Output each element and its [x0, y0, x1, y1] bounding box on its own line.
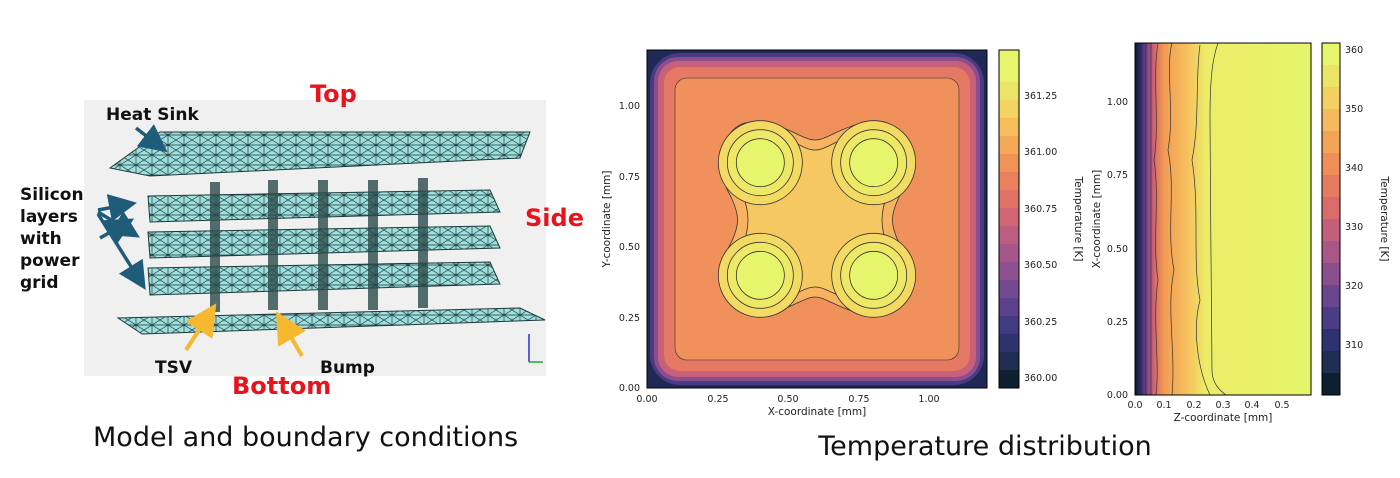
xy-y-axis-title: Y-coordinate [mm] — [601, 171, 613, 269]
axis-triad-icon — [528, 334, 543, 363]
tsv-columns — [210, 178, 428, 312]
xz-y-tick-label: 0.50 — [1107, 244, 1128, 255]
xy-x-tick-label: 0.75 — [848, 394, 869, 405]
temperature-caption: Temperature distribution — [817, 431, 1151, 462]
bump-layer-plate — [116, 307, 546, 335]
side-label: Side — [525, 204, 584, 232]
xy-y-tick-label: 0.00 — [619, 383, 640, 394]
blue-arrows — [96, 124, 168, 290]
xz-y-tick-label: 0.25 — [1107, 317, 1128, 328]
tsv-label: TSV — [155, 358, 193, 378]
silicon-label-line-4: power — [20, 251, 80, 271]
xz-colorbar-tick-label: 350 — [1345, 104, 1363, 115]
xz-contour-lines — [1140, 42, 1227, 396]
xy-colorbar-tick-label: 361.25 — [1024, 91, 1057, 102]
model-caption: Model and boundary conditions — [93, 422, 518, 453]
heat-sink-arrow — [134, 124, 168, 153]
xz-y-tick-label: 0.75 — [1107, 170, 1128, 181]
hotspot-1-ring-2 — [849, 138, 899, 188]
xz-heatmap-chart: 0.0 0.1 0.2 0.3 0.4 0.5 0.00 0.25 0.50 0… — [1091, 42, 1390, 424]
xz-x-tick-label: 0.4 — [1244, 400, 1259, 411]
xz-colorbar — [1321, 42, 1341, 396]
xy-colorbar-ticks: 360.00 360.25 360.50 360.75 361.00 361.2… — [1024, 91, 1057, 384]
silicon-label: Silicon layers with power grid — [20, 185, 84, 293]
xy-x-ticks: 0.00 0.25 0.50 0.75 1.00 — [636, 394, 939, 405]
xy-colorbar-tick-label: 360.75 — [1024, 204, 1057, 215]
yellow-arrows — [184, 303, 306, 358]
xz-x-tick-label: 0.0 — [1127, 400, 1142, 411]
xy-colorbar-tick-label: 361.00 — [1024, 147, 1057, 158]
silicon-label-line-5: grid — [20, 273, 59, 293]
hotspot-2-ring-2 — [735, 250, 785, 300]
xy-colorbar — [998, 49, 1020, 389]
xy-colorbar-tick-label: 360.00 — [1024, 373, 1057, 384]
silicon-arrow-4 — [99, 218, 135, 245]
xz-y-tick-label: 1.00 — [1107, 97, 1128, 108]
xz-y-ticks: 0.00 0.25 0.50 0.75 1.00 — [1107, 97, 1128, 401]
xy-y-tick-label: 0.75 — [619, 172, 640, 183]
xz-colorbar-tick-label: 330 — [1345, 222, 1363, 233]
xz-colorbar-ticks: 310 320 330 340 350 360 — [1345, 45, 1363, 351]
bump-label: Bump — [320, 358, 375, 378]
xz-x-tick-label: 0.1 — [1156, 400, 1171, 411]
xz-colorbar-tick-label: 310 — [1345, 340, 1363, 351]
xz-colorbar-title: Temperature [K] — [1378, 176, 1390, 262]
xy-y-ticks: 0.00 0.25 0.50 0.75 1.00 — [619, 101, 640, 394]
model-panel: Heat Sink Top Side Bottom Silicon layers… — [20, 80, 584, 453]
hotspot-3-ring-2 — [849, 250, 899, 300]
xy-x-tick-label: 0.50 — [777, 394, 798, 405]
xy-colorbar-title: Temperature [K] — [1072, 176, 1084, 262]
xy-x-axis-title: X-coordinate [mm] — [768, 406, 866, 418]
xy-heatmap-chart: 0.00 0.25 0.50 0.75 1.00 0.00 0.25 0.50 … — [601, 49, 1084, 418]
silicon-label-line-1: Silicon — [20, 185, 84, 205]
xz-x-tick-label: 0.3 — [1215, 400, 1230, 411]
xy-x-tick-label: 0.25 — [707, 394, 728, 405]
xy-colorbar-tick-label: 360.50 — [1024, 260, 1057, 271]
xz-y-axis-title: X-coordinate [mm] — [1091, 170, 1103, 268]
xz-x-axis-title: Z-coordinate [mm] — [1174, 412, 1273, 424]
xz-plot-area — [1135, 43, 1311, 395]
xy-hotspots — [717, 120, 917, 318]
silicon-arrow-1 — [97, 194, 137, 222]
xy-colorbar-tick-label: 360.25 — [1024, 317, 1057, 328]
xy-x-tick-label: 1.00 — [918, 394, 939, 405]
bottom-label: Bottom — [232, 372, 331, 400]
xz-y-tick-label: 0.00 — [1107, 390, 1128, 401]
xy-plot-area — [647, 50, 987, 388]
xy-y-tick-label: 0.50 — [619, 242, 640, 253]
xz-x-tick-label: 0.5 — [1274, 400, 1289, 411]
xy-x-tick-label: 0.00 — [636, 394, 657, 405]
xz-colorbar-tick-label: 340 — [1345, 163, 1363, 174]
tsv-arrow — [184, 303, 217, 352]
silicon-label-line-3: with — [20, 229, 62, 249]
bump-arrow — [275, 311, 306, 358]
xz-plot-frame — [1134, 42, 1312, 396]
xz-x-ticks: 0.0 0.1 0.2 0.3 0.4 0.5 — [1127, 400, 1289, 411]
xy-y-tick-label: 1.00 — [619, 101, 640, 112]
top-label: Top — [310, 80, 357, 108]
xy-plot-frame — [646, 49, 988, 389]
xz-x-tick-label: 0.2 — [1186, 400, 1201, 411]
silicon-label-line-2: layers — [20, 207, 78, 227]
heat-sink-label: Heat Sink — [106, 105, 199, 125]
xz-colorbar-tick-label: 320 — [1345, 281, 1363, 292]
xy-y-tick-label: 0.25 — [619, 313, 640, 324]
hotspot-0-ring-2 — [735, 138, 785, 188]
xz-colorbar-tick-label: 360 — [1345, 45, 1363, 56]
